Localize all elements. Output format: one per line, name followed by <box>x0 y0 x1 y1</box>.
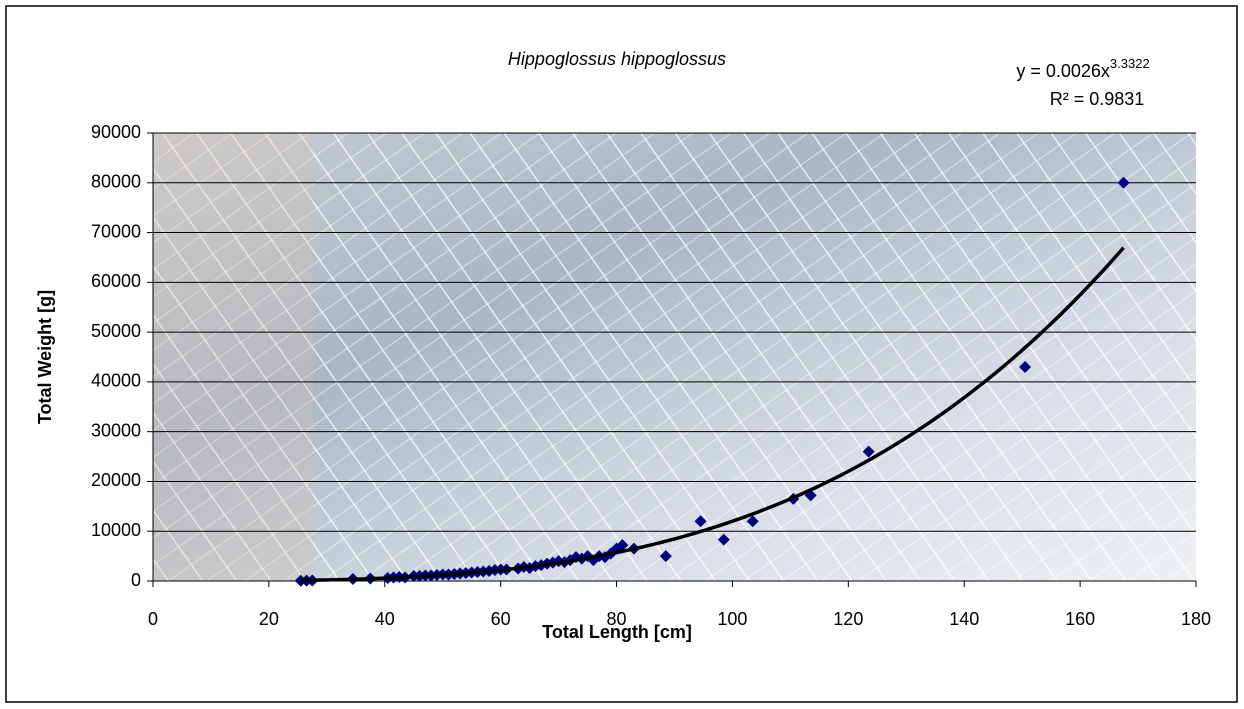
y-tick-label: 90000 <box>91 122 141 142</box>
x-tick-label: 40 <box>375 609 395 629</box>
plot-texture <box>153 133 1196 581</box>
y-tick-label: 80000 <box>91 172 141 192</box>
x-tick-label: 100 <box>717 609 747 629</box>
y-tick-label: 10000 <box>91 520 141 540</box>
data-point <box>694 515 707 528</box>
x-tick-label: 140 <box>949 609 979 629</box>
y-tick-label: 70000 <box>91 221 141 241</box>
y-tick-label: 30000 <box>91 420 141 440</box>
data-point <box>1019 360 1032 373</box>
trendline-r2: R² = 0.9831 <box>1050 89 1145 109</box>
x-axis-label: Total Length [cm] <box>542 622 692 642</box>
chart-title: Hippoglossus hippoglossus <box>508 49 726 69</box>
x-tick-label: 20 <box>259 609 279 629</box>
trendline-equation: y = 0.0026x3.3322 <box>1016 56 1149 80</box>
y-tick-label: 60000 <box>91 271 141 291</box>
y-tick-label: 0 <box>131 570 141 590</box>
x-tick-label: 60 <box>491 609 511 629</box>
x-tick-label: 0 <box>148 609 158 629</box>
equation-text: y = 0.0026x <box>1016 61 1110 81</box>
y-tick-label: 50000 <box>91 321 141 341</box>
x-tick-label: 120 <box>833 609 863 629</box>
data-point <box>862 445 875 458</box>
data-point <box>746 515 759 528</box>
x-tick-label: 180 <box>1181 609 1211 629</box>
trendline <box>300 246 1125 583</box>
data-point <box>616 539 629 552</box>
data-point <box>1117 176 1130 189</box>
plot-texture <box>153 133 313 581</box>
equation-exponent: 3.3322 <box>1110 56 1150 71</box>
data-point <box>717 533 730 546</box>
x-tick-label: 80 <box>607 609 627 629</box>
data-point <box>659 550 672 563</box>
y-tick-label: 40000 <box>91 371 141 391</box>
y-axis-label: Total Weight [g] <box>35 290 55 424</box>
x-tick-label: 160 <box>1065 609 1095 629</box>
y-tick-label: 20000 <box>91 470 141 490</box>
